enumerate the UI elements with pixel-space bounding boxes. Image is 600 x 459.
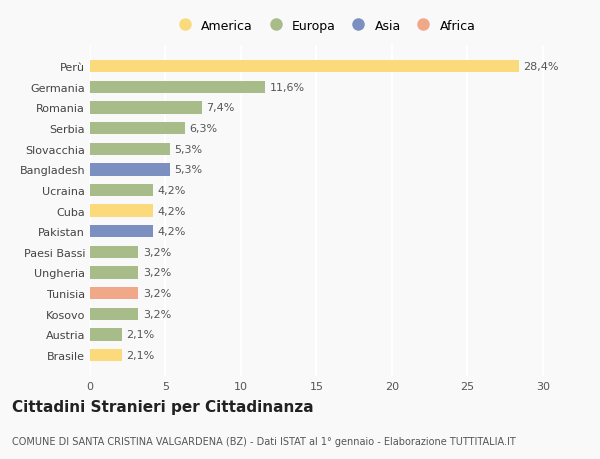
Text: 3,2%: 3,2%	[143, 247, 171, 257]
Text: 4,2%: 4,2%	[158, 185, 187, 196]
Text: Cittadini Stranieri per Cittadinanza: Cittadini Stranieri per Cittadinanza	[12, 399, 314, 414]
Bar	[90, 267, 139, 279]
Bar	[90, 308, 139, 320]
Text: 3,2%: 3,2%	[143, 309, 171, 319]
Legend: America, Europa, Asia, Africa: America, Europa, Asia, Africa	[169, 16, 479, 36]
Bar	[90, 225, 154, 238]
Bar	[90, 82, 265, 94]
Text: 5,3%: 5,3%	[175, 145, 203, 154]
Text: COMUNE DI SANTA CRISTINA VALGARDENA (BZ) - Dati ISTAT al 1° gennaio - Elaborazio: COMUNE DI SANTA CRISTINA VALGARDENA (BZ)…	[12, 436, 516, 446]
Bar	[90, 61, 519, 73]
Text: 28,4%: 28,4%	[523, 62, 559, 72]
Bar	[90, 329, 122, 341]
Bar	[90, 205, 154, 217]
Text: 2,1%: 2,1%	[126, 330, 154, 340]
Bar	[90, 349, 122, 361]
Text: 4,2%: 4,2%	[158, 227, 187, 237]
Text: 4,2%: 4,2%	[158, 206, 187, 216]
Bar	[90, 143, 170, 156]
Text: 2,1%: 2,1%	[126, 350, 154, 360]
Bar	[90, 164, 170, 176]
Text: 3,2%: 3,2%	[143, 288, 171, 298]
Bar	[90, 287, 139, 300]
Text: 5,3%: 5,3%	[175, 165, 203, 175]
Text: 11,6%: 11,6%	[269, 83, 305, 93]
Text: 3,2%: 3,2%	[143, 268, 171, 278]
Text: 6,3%: 6,3%	[190, 124, 218, 134]
Bar	[90, 185, 154, 197]
Bar	[90, 123, 185, 135]
Bar	[90, 102, 202, 114]
Text: 7,4%: 7,4%	[206, 103, 235, 113]
Bar	[90, 246, 139, 258]
